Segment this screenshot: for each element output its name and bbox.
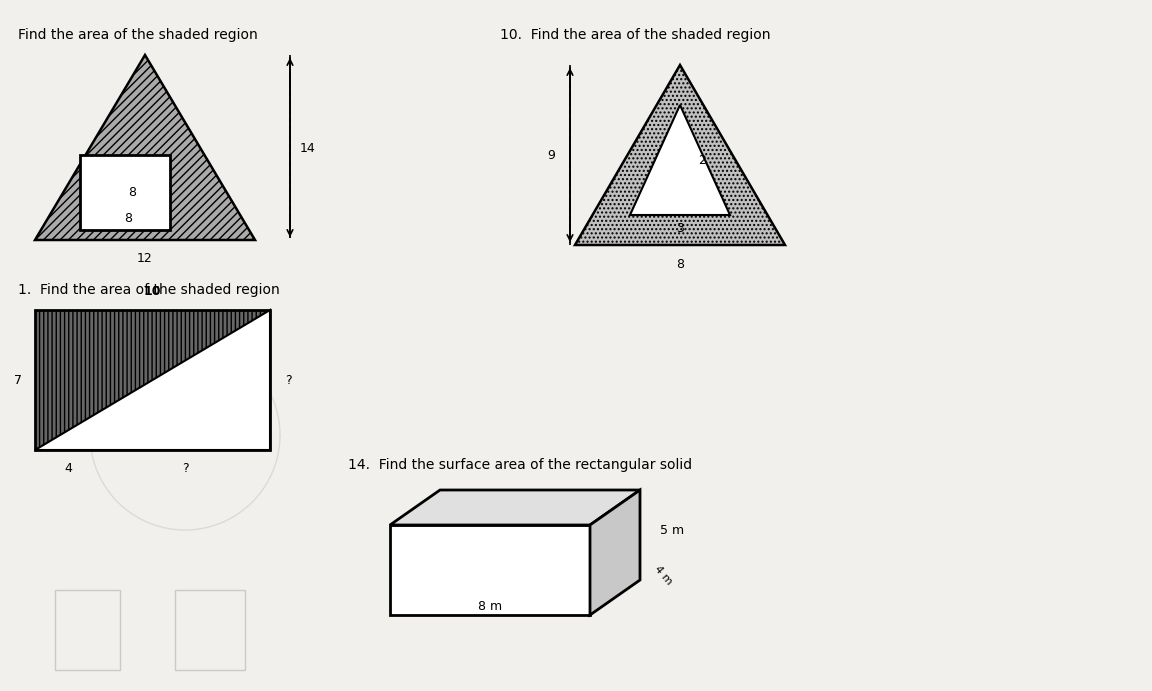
Text: Find the area of the shaded region: Find the area of the shaded region	[18, 28, 258, 42]
Polygon shape	[391, 490, 641, 525]
Text: 4 m: 4 m	[652, 564, 674, 587]
Text: 8: 8	[128, 185, 136, 198]
Text: 12: 12	[137, 252, 153, 265]
Polygon shape	[35, 310, 270, 450]
Text: 8 m: 8 m	[478, 600, 502, 613]
Bar	[55, 590, 120, 670]
Text: ?: ?	[285, 374, 291, 386]
Polygon shape	[35, 55, 255, 240]
Text: 3: 3	[676, 222, 684, 234]
Text: 14.  Find the surface area of the rectangular solid: 14. Find the surface area of the rectang…	[348, 458, 692, 472]
Polygon shape	[391, 525, 590, 615]
Polygon shape	[575, 65, 785, 245]
Text: 5 m: 5 m	[660, 524, 684, 536]
Text: 14: 14	[300, 142, 316, 155]
Polygon shape	[630, 105, 730, 215]
Text: 10: 10	[143, 285, 161, 298]
Bar	[79, 155, 170, 230]
Text: 4: 4	[65, 462, 71, 475]
Text: 1.  Find the area of the shaded region: 1. Find the area of the shaded region	[18, 283, 280, 297]
Text: 8: 8	[676, 258, 684, 271]
Text: 7: 7	[14, 374, 22, 386]
Bar	[175, 590, 245, 670]
Polygon shape	[590, 490, 641, 615]
Text: 8: 8	[124, 211, 132, 225]
Bar	[35, 310, 270, 450]
Text: ?: ?	[182, 462, 188, 475]
Text: 2: 2	[698, 153, 706, 167]
Text: 9: 9	[547, 149, 555, 162]
Text: 10.  Find the area of the shaded region: 10. Find the area of the shaded region	[500, 28, 771, 42]
